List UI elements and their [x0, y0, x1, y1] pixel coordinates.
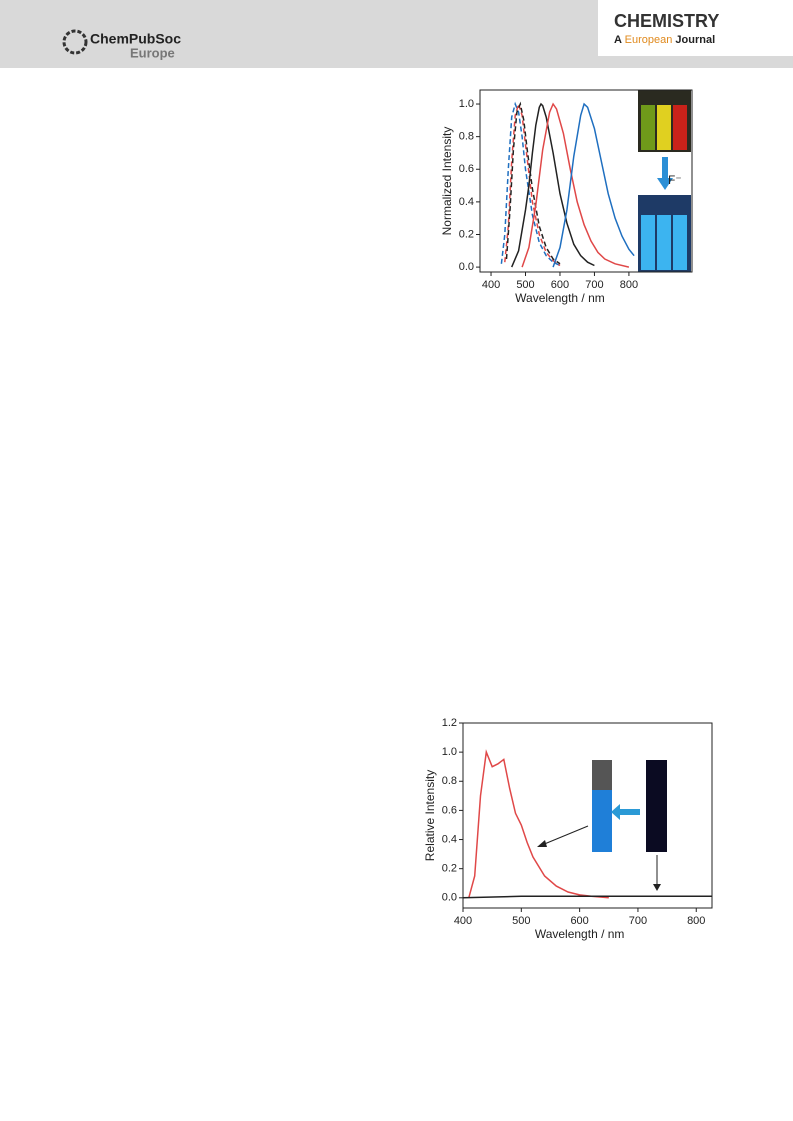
x-tick-label: 600 — [570, 915, 588, 927]
x-tick-label: 700 — [585, 279, 603, 291]
y-tick-label: 0.2 — [459, 228, 474, 240]
y-axis-label: Relative Intensity — [423, 770, 437, 861]
x-axis-label: Wavelength / nm — [535, 927, 625, 941]
x-tick-label: 800 — [620, 279, 638, 291]
line — [511, 102, 595, 268]
y-tick-label: 0.6 — [442, 804, 457, 816]
journal-box — [598, 0, 793, 56]
y-tick-label: 1.0 — [459, 98, 474, 110]
y-tick-label: 0.0 — [442, 892, 457, 904]
line — [505, 101, 561, 265]
line — [500, 101, 561, 267]
line — [521, 102, 630, 268]
y-tick-label: 0.6 — [459, 163, 474, 175]
x-axis-label: Wavelength / nm — [515, 291, 605, 305]
x-tick-label: 700 — [629, 915, 647, 927]
x-tick-label: 500 — [512, 915, 530, 927]
y-tick-label: 1.2 — [442, 717, 457, 729]
line — [504, 101, 561, 267]
region: Europe — [130, 45, 175, 60]
y-tick-label: 0.8 — [442, 775, 457, 787]
x-tick-label: 500 — [516, 279, 534, 291]
line — [462, 895, 712, 899]
y-tick-label: 0.4 — [459, 196, 474, 208]
y-tick-label: 0.8 — [459, 131, 474, 143]
society: ChemPubSoc — [90, 31, 181, 47]
inset-label: F⁻ — [624, 792, 638, 806]
y-tick-label: 0.2 — [442, 863, 457, 875]
y-tick-label: 0.0 — [459, 261, 474, 273]
inset-photos — [537, 760, 667, 891]
inset-label: F⁻ — [668, 173, 682, 187]
subtitle-part: Journal — [675, 34, 715, 46]
y-tick-label: 0.4 — [442, 833, 457, 845]
logo — [62, 29, 88, 55]
plot-frame — [479, 89, 693, 273]
line — [552, 102, 635, 268]
x-tick-label: 400 — [482, 279, 500, 291]
x-tick-label: 400 — [454, 915, 472, 927]
subtitle-part: European — [625, 34, 673, 46]
y-axis-label: Normalized Intensity — [440, 127, 454, 236]
journal: CHEMISTRY — [614, 11, 719, 31]
x-tick-label: 600 — [551, 279, 569, 291]
inset-photos — [638, 90, 691, 272]
subtitle-part: A — [614, 34, 622, 46]
y-tick-label: 1.0 — [442, 746, 457, 758]
plot-frame — [462, 722, 713, 909]
line — [468, 749, 609, 899]
journal-subtitle: A European Journal — [614, 34, 715, 46]
x-tick-label: 800 — [687, 915, 705, 927]
